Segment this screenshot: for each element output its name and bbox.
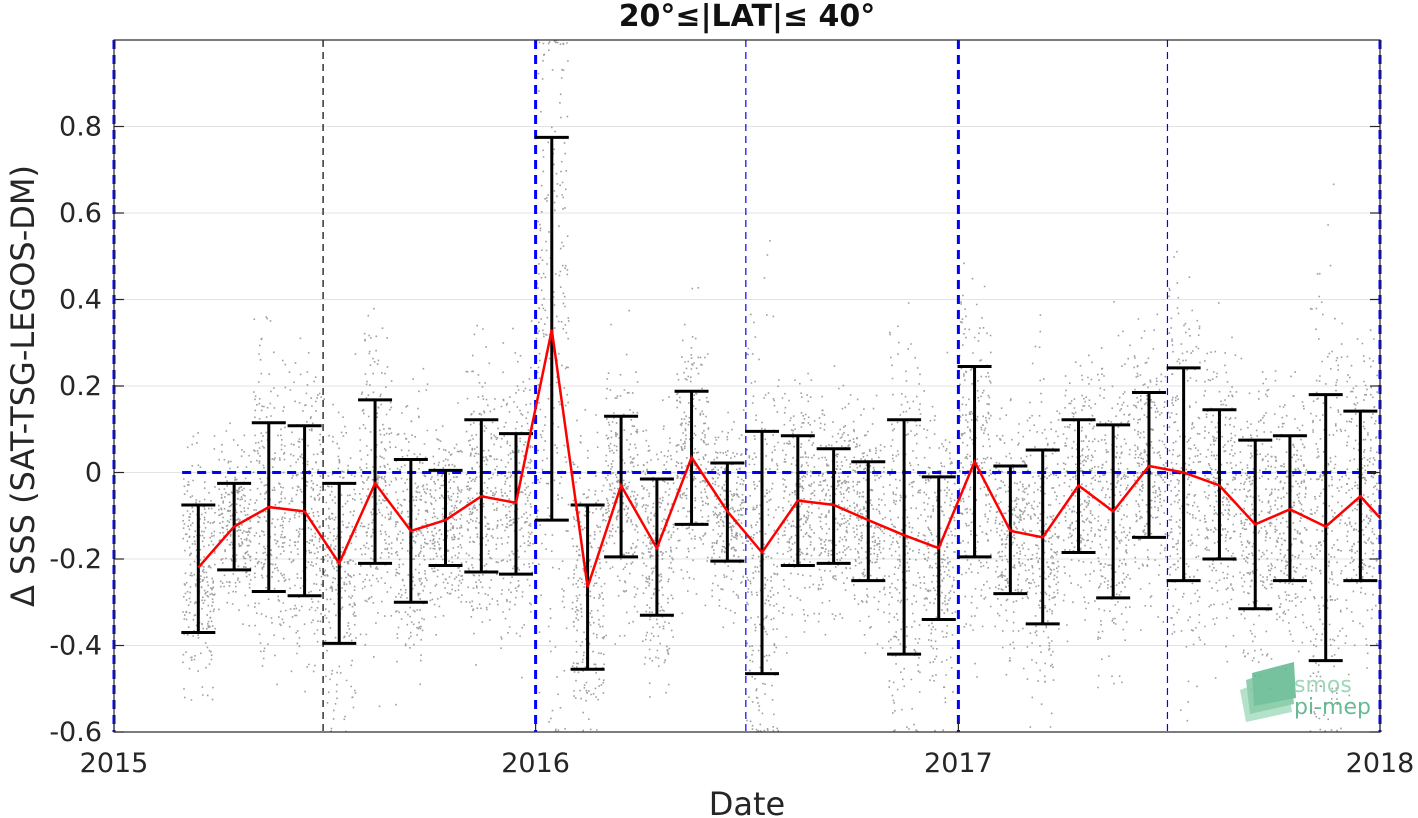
y-tick-label: 0.8 [59, 112, 102, 143]
y-tick-label: 0.2 [59, 371, 102, 402]
smos-pimep-logo: smos pi-mep [1240, 662, 1371, 722]
logo-text-line1: smos [1294, 673, 1352, 698]
x-axis-label: Date [709, 785, 785, 818]
y-tick-label: -0.4 [49, 631, 102, 662]
y-axis-label: Δ SSS (SAT-TSG-LEGOS-DM) [4, 165, 42, 607]
error-bar [181, 503, 216, 635]
error-bar [428, 468, 463, 567]
x-tick-label: 2016 [501, 748, 570, 779]
x-tick-label: 2015 [80, 748, 149, 779]
y-tick-label: -0.6 [49, 717, 102, 748]
y-axis-ticks: -0.6 -0.4 -0.2 0 0.2 0.4 0.6 0.8 [49, 112, 1380, 748]
logo-wave-front [1252, 662, 1296, 706]
logo-text-line2: pi-mep [1294, 695, 1371, 720]
chart-title: 20°≤|LAT|≤ 40° [619, 0, 876, 34]
error-bars [181, 135, 1378, 676]
error-bar [1166, 366, 1201, 583]
y-tick-label: 0.4 [59, 285, 102, 316]
error-bar [887, 418, 922, 656]
x-tick-label: 2018 [1346, 748, 1415, 779]
y-tick-label: 0 [85, 458, 102, 489]
x-axis-ticks: 2015 2016 2017 2018 [80, 722, 1415, 779]
x-tick-label: 2017 [924, 748, 993, 779]
y-tick-label: -0.2 [49, 544, 102, 575]
y-tick-label: 0.6 [59, 198, 102, 229]
error-bar [534, 135, 569, 522]
mean-line [197, 329, 1381, 588]
